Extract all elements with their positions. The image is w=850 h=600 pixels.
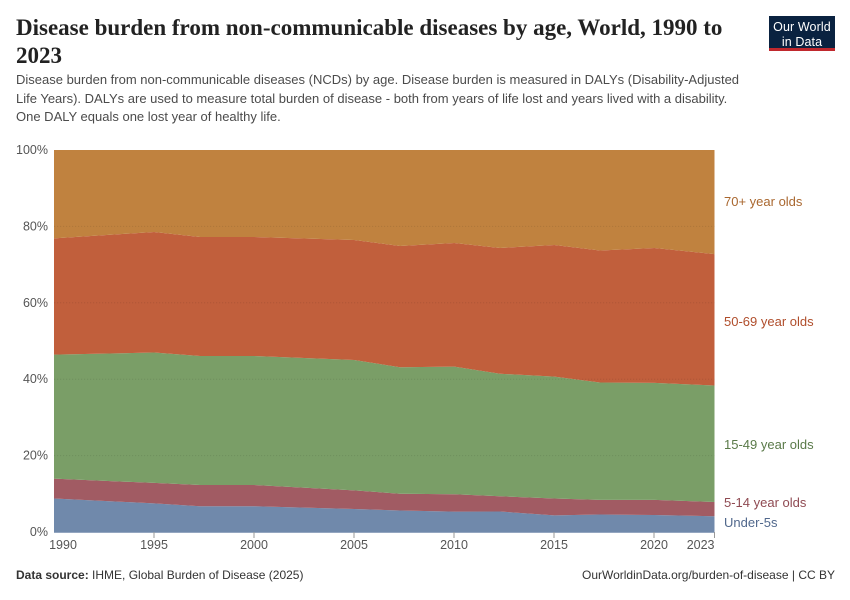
svg-text:2010: 2010 <box>440 538 468 552</box>
svg-text:20%: 20% <box>23 449 48 463</box>
svg-text:2023: 2023 <box>687 538 715 552</box>
svg-text:50-69 year olds: 50-69 year olds <box>724 314 814 329</box>
svg-text:70+ year olds: 70+ year olds <box>724 194 803 209</box>
svg-text:100%: 100% <box>16 143 48 157</box>
svg-text:5-14 year olds: 5-14 year olds <box>724 495 807 510</box>
svg-text:2005: 2005 <box>340 538 368 552</box>
svg-text:15-49 year olds: 15-49 year olds <box>724 437 814 452</box>
svg-text:60%: 60% <box>23 296 48 310</box>
svg-text:0%: 0% <box>30 525 48 539</box>
svg-text:2000: 2000 <box>240 538 268 552</box>
svg-text:2015: 2015 <box>540 538 568 552</box>
svg-text:Under-5s: Under-5s <box>724 515 778 530</box>
svg-text:1990: 1990 <box>49 538 77 552</box>
svg-text:40%: 40% <box>23 372 48 386</box>
svg-text:2020: 2020 <box>640 538 668 552</box>
svg-text:1995: 1995 <box>140 538 168 552</box>
svg-text:80%: 80% <box>23 219 48 233</box>
